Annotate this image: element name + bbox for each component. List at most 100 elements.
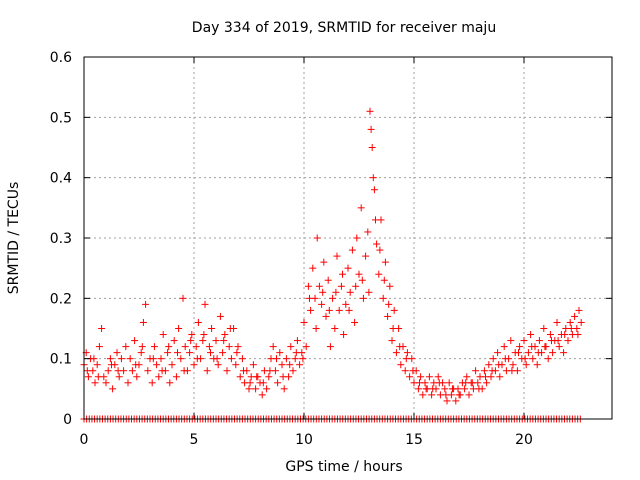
data-point bbox=[263, 385, 271, 393]
data-point bbox=[84, 373, 92, 381]
data-point bbox=[299, 355, 307, 363]
data-point bbox=[269, 343, 277, 351]
data-point bbox=[483, 379, 491, 387]
data-point bbox=[226, 325, 234, 332]
x-axis-label: GPS time / hours bbox=[285, 459, 402, 475]
data-point bbox=[500, 343, 508, 351]
data-point bbox=[225, 343, 233, 351]
data-point bbox=[344, 264, 352, 272]
data-point bbox=[501, 355, 509, 363]
data-point bbox=[367, 125, 375, 133]
data-point bbox=[381, 258, 389, 266]
data-point bbox=[455, 391, 463, 399]
data-point bbox=[541, 343, 549, 351]
data-point bbox=[286, 361, 294, 369]
data-point bbox=[368, 144, 376, 151]
data-point bbox=[449, 385, 456, 393]
data-point bbox=[238, 355, 246, 363]
data-point bbox=[468, 379, 476, 387]
data-point bbox=[287, 343, 295, 351]
data-point bbox=[280, 385, 288, 393]
data-point bbox=[252, 385, 260, 393]
data-point bbox=[373, 240, 381, 248]
data-point bbox=[302, 343, 310, 351]
data-point bbox=[282, 355, 290, 363]
data-point bbox=[307, 306, 315, 314]
data-point bbox=[259, 379, 267, 387]
data-point bbox=[292, 349, 300, 357]
y-tick-label: 0.5 bbox=[50, 110, 72, 126]
data-point bbox=[138, 343, 146, 351]
data-point bbox=[340, 331, 348, 339]
data-point bbox=[555, 343, 563, 351]
data-point bbox=[179, 294, 187, 302]
data-point bbox=[357, 204, 365, 212]
data-points bbox=[80, 107, 585, 423]
data-point bbox=[388, 337, 396, 345]
data-point bbox=[304, 282, 312, 290]
data-point bbox=[482, 373, 489, 381]
y-tick-label: 0.3 bbox=[50, 231, 72, 247]
data-point bbox=[463, 373, 471, 381]
data-point bbox=[521, 355, 529, 363]
x-tick-label: 10 bbox=[295, 432, 313, 448]
data-point bbox=[401, 367, 409, 375]
data-point bbox=[475, 385, 483, 393]
data-point bbox=[445, 379, 453, 387]
data-point bbox=[234, 343, 242, 351]
data-point bbox=[409, 367, 417, 375]
data-point bbox=[495, 361, 503, 369]
data-point bbox=[389, 325, 397, 332]
data-point bbox=[94, 373, 102, 381]
data-point bbox=[485, 361, 493, 369]
data-point bbox=[372, 216, 379, 224]
data-point bbox=[544, 355, 552, 363]
data-point bbox=[548, 337, 555, 345]
data-point bbox=[332, 288, 340, 296]
data-point bbox=[93, 361, 101, 369]
x-tick-label: 15 bbox=[405, 432, 423, 448]
data-point bbox=[331, 325, 339, 332]
data-point bbox=[220, 337, 228, 345]
data-point bbox=[362, 252, 370, 260]
data-point bbox=[326, 343, 334, 351]
data-point bbox=[102, 379, 110, 387]
data-point bbox=[188, 331, 196, 339]
data-point bbox=[406, 373, 414, 381]
data-point bbox=[429, 385, 437, 393]
data-point bbox=[249, 361, 257, 369]
data-point bbox=[186, 349, 194, 357]
data-point bbox=[359, 294, 367, 302]
data-point bbox=[139, 318, 147, 326]
data-point bbox=[425, 373, 433, 381]
data-point bbox=[192, 343, 200, 351]
data-point bbox=[106, 355, 114, 363]
data-point bbox=[554, 337, 562, 345]
y-tick-label: 0.1 bbox=[50, 352, 72, 368]
data-point bbox=[291, 355, 299, 363]
data-point bbox=[158, 367, 166, 375]
data-point bbox=[131, 337, 139, 345]
data-point bbox=[390, 306, 398, 314]
data-point bbox=[337, 282, 345, 290]
data-point bbox=[166, 379, 174, 387]
data-point bbox=[342, 300, 350, 308]
data-point bbox=[520, 337, 528, 345]
data-point bbox=[351, 318, 359, 326]
data-point bbox=[207, 349, 214, 357]
data-point bbox=[564, 337, 572, 345]
data-point bbox=[115, 373, 123, 381]
data-point bbox=[333, 252, 341, 260]
data-point bbox=[325, 306, 333, 314]
data-point bbox=[253, 373, 261, 381]
data-point bbox=[319, 288, 327, 296]
data-point bbox=[386, 282, 394, 290]
data-point bbox=[494, 349, 502, 357]
data-point bbox=[266, 367, 274, 375]
data-point bbox=[199, 337, 207, 345]
data-point bbox=[132, 361, 140, 369]
data-point bbox=[137, 349, 145, 357]
data-point bbox=[148, 379, 156, 387]
data-point bbox=[376, 246, 384, 254]
data-point bbox=[276, 349, 284, 357]
